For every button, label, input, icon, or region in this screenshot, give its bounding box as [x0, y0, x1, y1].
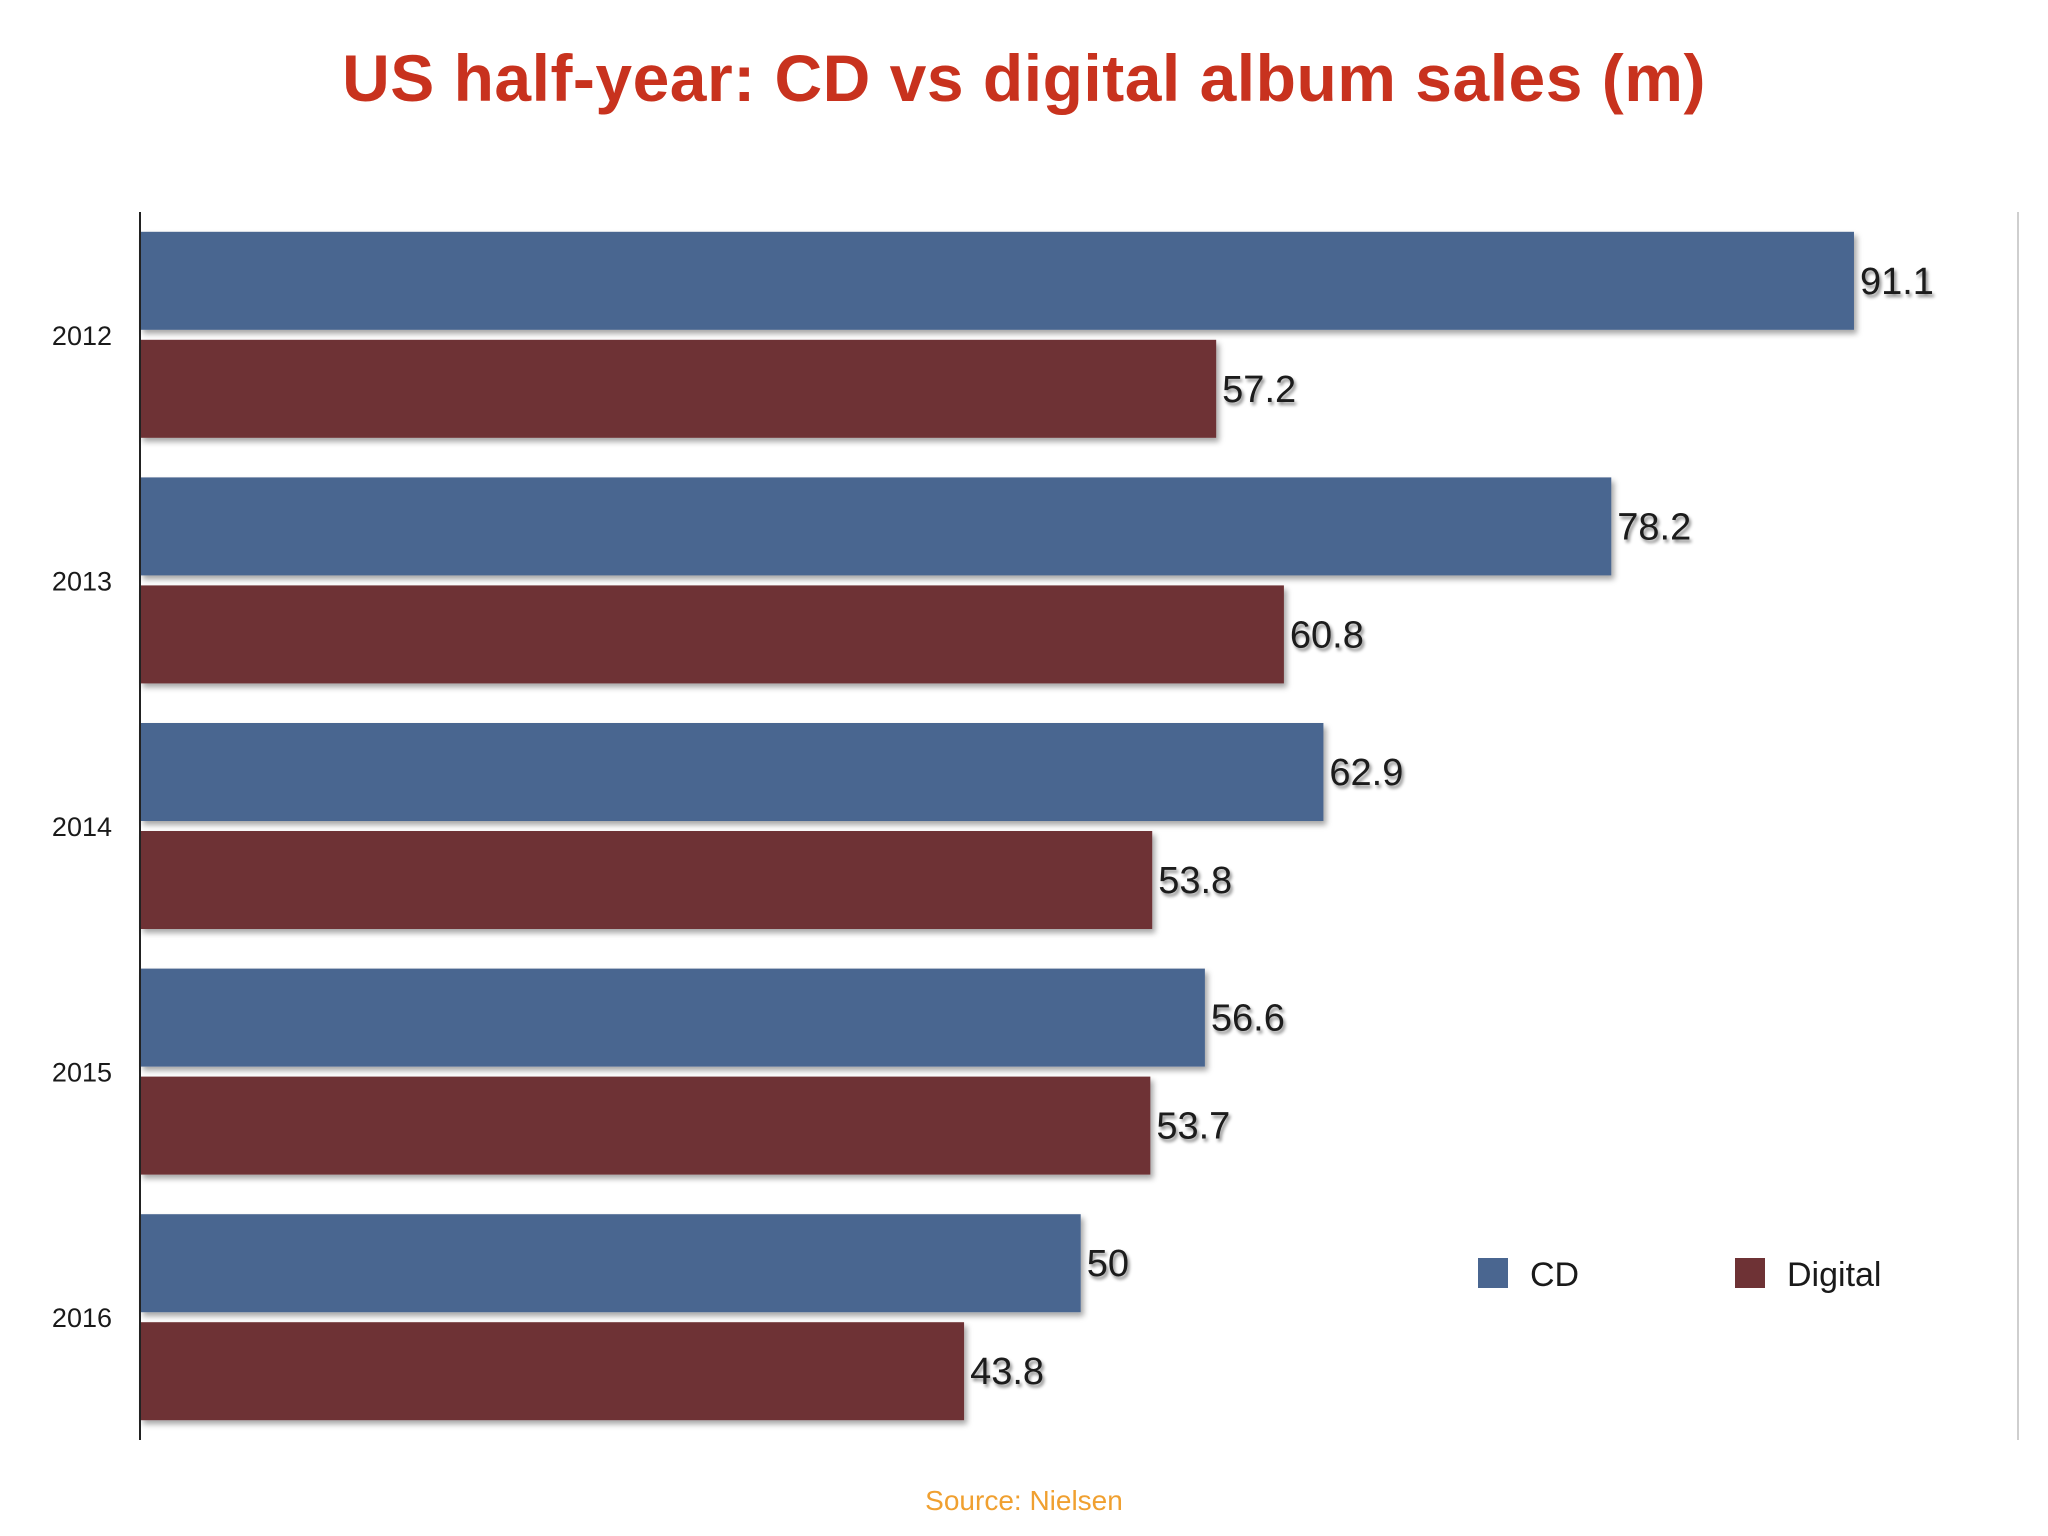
source-note: Source: Nielsen [925, 1485, 1123, 1516]
category-label-2014: 2014 [52, 812, 112, 842]
category-labels-layer: 2012 2013 2014 2015 2016 [52, 321, 112, 1333]
legend-swatch-cd [1478, 1258, 1508, 1288]
chart-title: US half-year: CD vs digital album sales … [342, 41, 1706, 115]
legend: CD Digital [1478, 1256, 1881, 1294]
value-label-digital-2016: 43.8 [970, 1351, 1044, 1393]
value-label-cd-2012: 91.1 [1860, 261, 1934, 303]
category-label-2013: 2013 [52, 566, 112, 596]
legend-label-digital: Digital [1787, 1256, 1881, 1294]
bar-cd-2012 [140, 231, 1854, 330]
value-label-digital-2012: 57.2 [1222, 369, 1296, 411]
value-label-digital-2014: 53.8 [1158, 860, 1232, 902]
value-label-digital-2013: 60.8 [1290, 614, 1364, 656]
category-label-2012: 2012 [52, 321, 112, 351]
bar-cd-2015 [140, 968, 1205, 1067]
category-label-2015: 2015 [52, 1058, 112, 1088]
bar-cd-2014 [140, 723, 1324, 821]
value-label-cd-2013: 78.2 [1617, 506, 1691, 548]
bar-digital-2012 [140, 339, 1217, 438]
value-label-cd-2014: 62.9 [1329, 752, 1403, 794]
bar-cd-2013 [140, 477, 1612, 576]
value-label-cd-2015: 56.6 [1211, 998, 1285, 1040]
value-label-digital-2015: 53.7 [1156, 1106, 1230, 1148]
bar-digital-2013 [140, 585, 1284, 684]
bar-cd-2016 [140, 1214, 1081, 1313]
bar-digital-2015 [140, 1076, 1151, 1175]
legend-label-cd: CD [1530, 1256, 1579, 1294]
bar-digital-2016 [140, 1322, 965, 1421]
bars-layer [140, 231, 1854, 1421]
legend-swatch-digital [1735, 1258, 1765, 1288]
value-labels-layer: 91.1 57.2 78.2 60.8 62.9 53.8 56.6 53.7 50 43.8 [970, 261, 1934, 1393]
value-label-cd-2016: 50 [1087, 1243, 1129, 1285]
bar-digital-2014 [140, 831, 1153, 929]
category-label-2016: 2016 [52, 1303, 112, 1333]
